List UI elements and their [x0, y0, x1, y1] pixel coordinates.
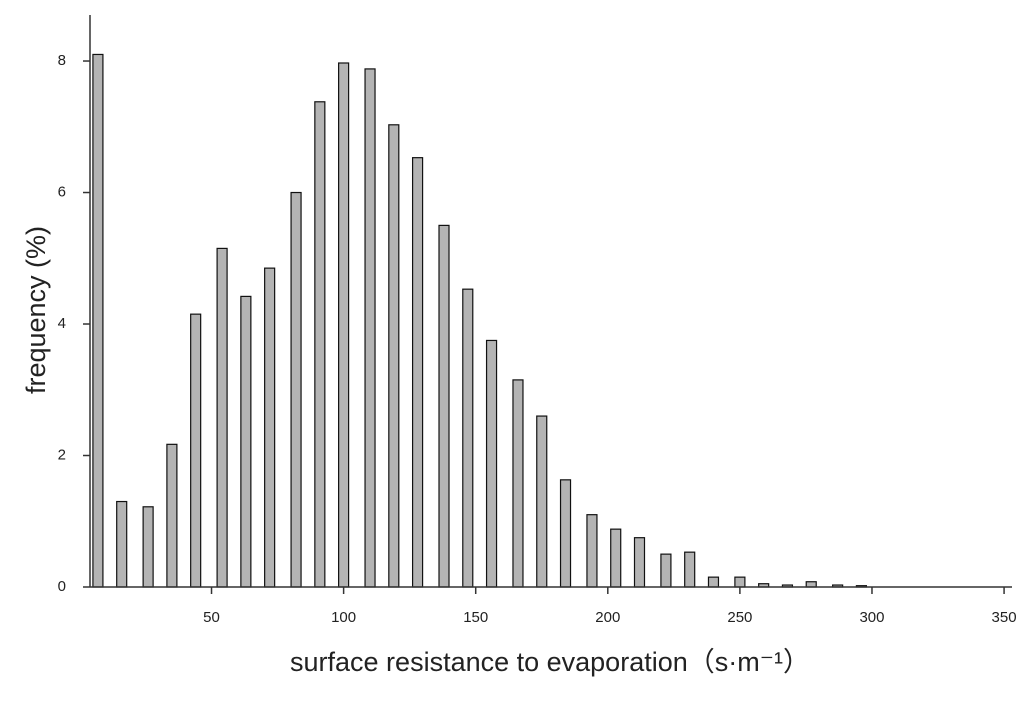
- x-tick-label: 50: [203, 609, 220, 626]
- bar: [116, 500, 128, 588]
- bar: [512, 379, 524, 588]
- x-tick-label: 150: [463, 609, 488, 626]
- bar: [707, 576, 720, 588]
- x-tick-label: 250: [727, 609, 752, 626]
- bar: [559, 479, 572, 588]
- y-tick-label: 0: [58, 578, 66, 595]
- bar: [586, 514, 598, 588]
- bar: [364, 68, 376, 588]
- x-tick-label: 100: [331, 609, 356, 626]
- bar: [660, 553, 672, 588]
- y-tick-label: 2: [58, 446, 66, 463]
- bar: [142, 506, 154, 588]
- bar: [536, 415, 548, 588]
- bar: [734, 576, 746, 588]
- x-tick-label: 350: [992, 609, 1017, 626]
- bar: [485, 339, 498, 588]
- bar: [240, 295, 252, 588]
- bar: [684, 551, 696, 588]
- y-tick-label: 4: [58, 315, 66, 332]
- bar: [216, 247, 228, 588]
- x-tick-label: 300: [859, 609, 884, 626]
- bar: [610, 528, 622, 588]
- bar: [314, 101, 326, 588]
- y-axis-label: frequency (%): [21, 226, 51, 394]
- bar: [264, 267, 276, 588]
- bar: [462, 288, 474, 588]
- x-axis-label: surface resistance to evaporation（s·m⁻¹）: [290, 647, 810, 677]
- y-tick-label: 6: [58, 183, 66, 200]
- bar: [805, 581, 817, 588]
- bar: [388, 124, 400, 588]
- bar: [633, 537, 646, 588]
- x-tick-label: 200: [595, 609, 620, 626]
- bar: [338, 62, 350, 588]
- bar: [190, 313, 202, 588]
- bar: [92, 53, 104, 588]
- y-tick-label: 8: [58, 52, 66, 69]
- bar: [290, 191, 302, 588]
- bar: [438, 224, 450, 588]
- bar: [166, 443, 178, 588]
- bar: [411, 157, 424, 588]
